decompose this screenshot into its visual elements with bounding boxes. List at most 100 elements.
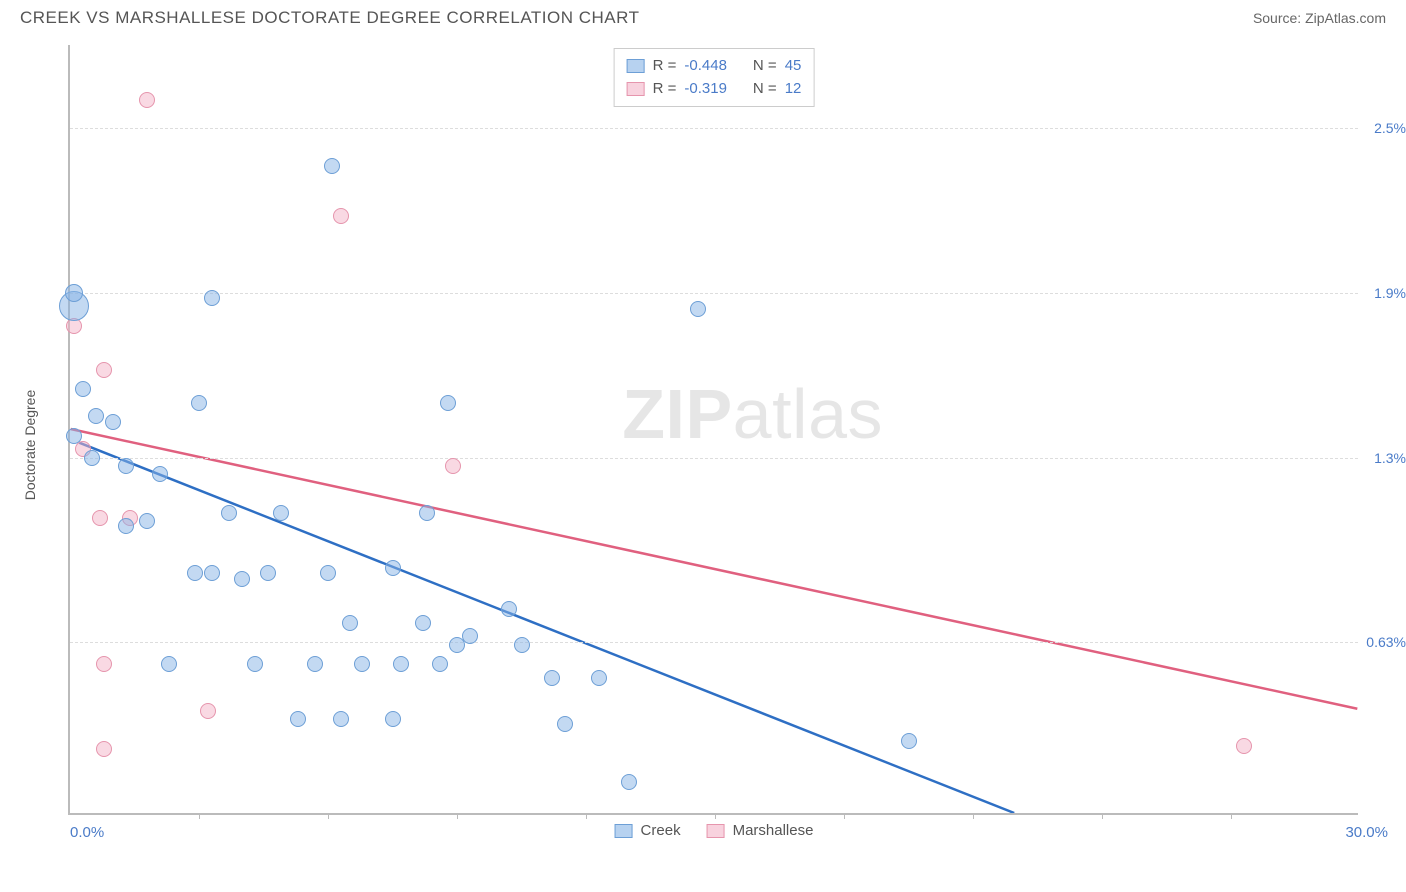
swatch-marshallese-icon	[627, 82, 645, 96]
marshallese-point	[96, 741, 112, 757]
creek-point	[320, 565, 336, 581]
y-gridline	[70, 458, 1358, 459]
trend-lines-svg	[70, 45, 1358, 813]
y-tick-label: 0.63%	[1366, 634, 1406, 650]
marshallese-point	[96, 362, 112, 378]
y-tick-label: 1.3%	[1374, 450, 1406, 466]
creek-point	[432, 656, 448, 672]
source-attribution: Source: ZipAtlas.com	[1253, 10, 1386, 26]
legend-item-marshallese: Marshallese	[707, 822, 814, 839]
creek-point	[84, 450, 100, 466]
plot-area: ZIPatlas R = -0.448 N = 45 R = -0.319 N …	[68, 45, 1358, 815]
x-axis-min-label: 0.0%	[70, 824, 104, 841]
creek-point	[591, 670, 607, 686]
x-tick	[457, 813, 458, 819]
x-tick	[586, 813, 587, 819]
creek-point	[65, 284, 83, 302]
watermark-rest: atlas	[733, 375, 883, 453]
creek-point	[273, 505, 289, 521]
creek-point	[393, 656, 409, 672]
creek-point	[118, 518, 134, 534]
creek-point	[204, 290, 220, 306]
r-value-marshallese: -0.319	[684, 77, 727, 100]
y-axis-title: Doctorate Degree	[22, 390, 38, 501]
x-tick	[1231, 813, 1232, 819]
watermark: ZIPatlas	[622, 374, 883, 454]
creek-point	[191, 395, 207, 411]
creek-point	[342, 615, 358, 631]
creek-point	[260, 565, 276, 581]
y-gridline	[70, 293, 1358, 294]
y-tick-label: 1.9%	[1374, 285, 1406, 301]
creek-point	[690, 301, 706, 317]
marshallese-point	[200, 703, 216, 719]
n-label: N =	[753, 54, 777, 77]
legend-label-creek: Creek	[641, 822, 681, 839]
x-tick	[1102, 813, 1103, 819]
trend-line	[79, 443, 1014, 813]
stats-row-creek: R = -0.448 N = 45	[627, 54, 802, 77]
marshallese-point	[1236, 738, 1252, 754]
creek-point	[187, 565, 203, 581]
y-tick-label: 2.5%	[1374, 120, 1406, 136]
n-label: N =	[753, 77, 777, 100]
marshallese-point	[92, 510, 108, 526]
creek-point	[557, 716, 573, 732]
stats-legend: R = -0.448 N = 45 R = -0.319 N = 12	[614, 48, 815, 107]
x-tick	[715, 813, 716, 819]
y-gridline	[70, 128, 1358, 129]
creek-point	[385, 711, 401, 727]
creek-point	[415, 615, 431, 631]
x-tick	[328, 813, 329, 819]
creek-point	[514, 637, 530, 653]
marshallese-point	[333, 208, 349, 224]
creek-point	[333, 711, 349, 727]
chart-container: Doctorate Degree ZIPatlas R = -0.448 N =…	[48, 45, 1388, 845]
r-label: R =	[653, 54, 677, 77]
source-label: Source:	[1253, 10, 1305, 26]
creek-point	[290, 711, 306, 727]
legend-item-creek: Creek	[615, 822, 681, 839]
creek-point	[501, 601, 517, 617]
creek-point	[161, 656, 177, 672]
creek-point	[105, 414, 121, 430]
creek-point	[234, 571, 250, 587]
swatch-creek-icon	[627, 59, 645, 73]
creek-point	[324, 158, 340, 174]
creek-point	[449, 637, 465, 653]
creek-point	[66, 428, 82, 444]
creek-point	[901, 733, 917, 749]
watermark-bold: ZIP	[622, 375, 732, 453]
creek-point	[544, 670, 560, 686]
marshallese-point	[139, 92, 155, 108]
creek-point	[139, 513, 155, 529]
swatch-creek-icon	[615, 824, 633, 838]
y-gridline	[70, 642, 1358, 643]
marshallese-point	[96, 656, 112, 672]
creek-point	[152, 466, 168, 482]
source-name: ZipAtlas.com	[1305, 10, 1386, 26]
creek-point	[247, 656, 263, 672]
x-tick	[844, 813, 845, 819]
creek-point	[419, 505, 435, 521]
r-label: R =	[653, 77, 677, 100]
creek-point	[307, 656, 323, 672]
creek-point	[88, 408, 104, 424]
x-tick	[973, 813, 974, 819]
stats-row-marshallese: R = -0.319 N = 12	[627, 77, 802, 100]
legend-label-marshallese: Marshallese	[733, 822, 814, 839]
x-axis-max-label: 30.0%	[1345, 824, 1388, 841]
swatch-marshallese-icon	[707, 824, 725, 838]
creek-point	[75, 381, 91, 397]
creek-point	[221, 505, 237, 521]
x-tick	[199, 813, 200, 819]
creek-point	[621, 774, 637, 790]
creek-point	[354, 656, 370, 672]
chart-title: CREEK VS MARSHALLESE DOCTORATE DEGREE CO…	[20, 8, 639, 28]
creek-point	[385, 560, 401, 576]
marshallese-point	[445, 458, 461, 474]
n-value-marshallese: 12	[785, 77, 802, 100]
creek-point	[440, 395, 456, 411]
r-value-creek: -0.448	[684, 54, 727, 77]
creek-point	[118, 458, 134, 474]
